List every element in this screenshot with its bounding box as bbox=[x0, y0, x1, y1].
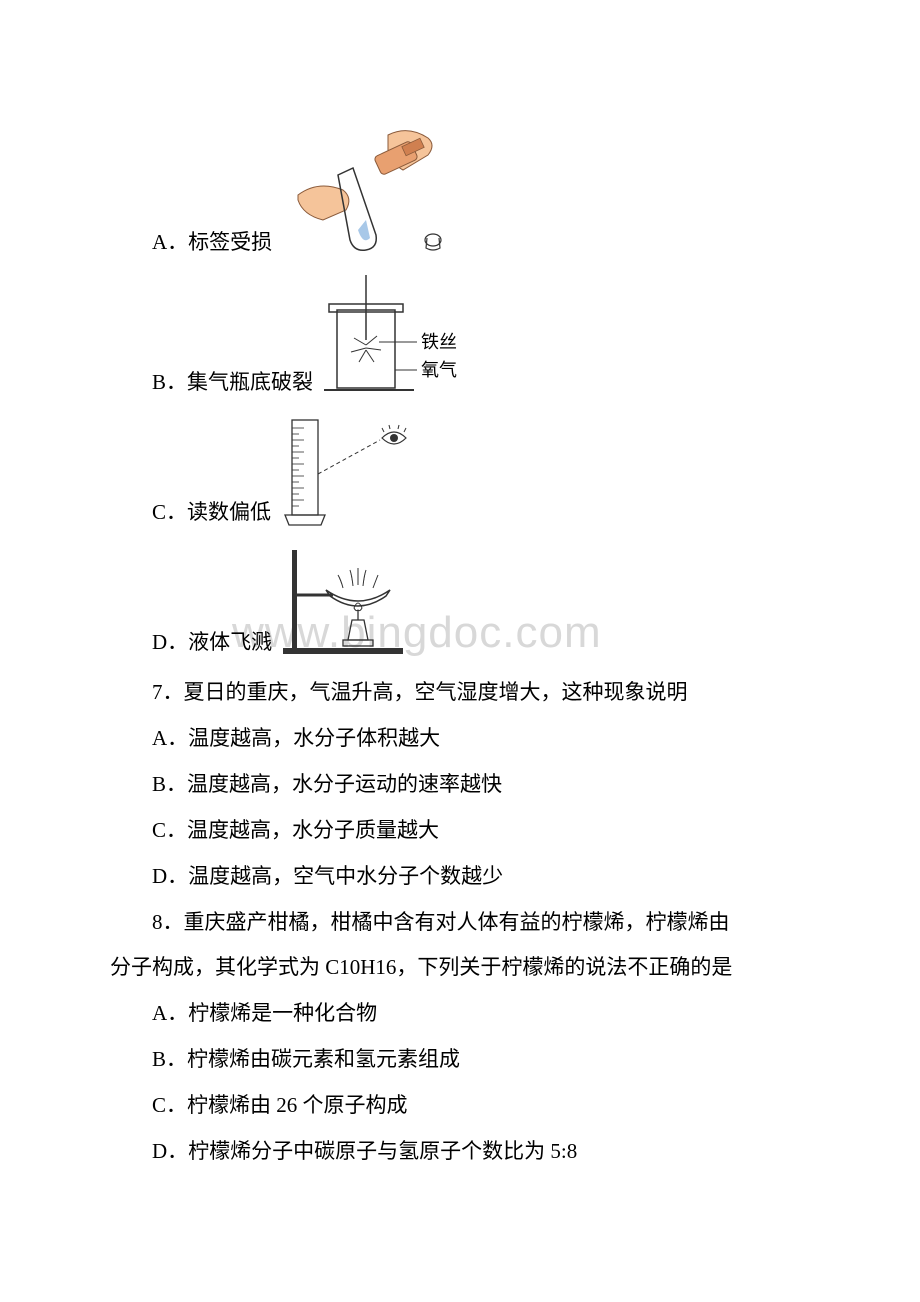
q8-stem-line2: 分子构成，其化学式为 C10H16，下列关于柠檬烯的说法不正确的是 bbox=[110, 945, 810, 989]
q8-c: C．柠檬烯由 26 个原子构成 bbox=[110, 1083, 810, 1127]
q6-d-image bbox=[278, 540, 448, 660]
q6-option-d: D．液体飞溅 bbox=[110, 540, 810, 660]
q6-b-label: B．集气瓶底破裂 bbox=[110, 366, 313, 400]
q6-option-a: A．标签受损 bbox=[110, 120, 810, 260]
document-content: A．标签受损 B．集气瓶底破裂 bbox=[0, 0, 920, 1173]
q6-b-anno-bot: 氧气 bbox=[421, 360, 457, 380]
q6-c-image bbox=[277, 410, 427, 530]
q7-b: B．温度越高，水分子运动的速率越快 bbox=[110, 762, 810, 806]
q7-c: C．温度越高，水分子质量越大 bbox=[110, 808, 810, 852]
q6-option-c: C．读数偏低 bbox=[110, 410, 810, 530]
q6-b-image: 铁丝 氧气 bbox=[319, 270, 489, 400]
q7-a: A．温度越高，水分子体积越大 bbox=[110, 716, 810, 760]
q8-stem-line1: 8．重庆盛产柑橘，柑橘中含有对人体有益的柠檬烯，柠檬烯由 bbox=[110, 900, 810, 944]
q8-b: B．柠檬烯由碳元素和氢元素组成 bbox=[110, 1037, 810, 1081]
q7-d: D．温度越高，空气中水分子个数越少 bbox=[110, 854, 810, 898]
q6-option-b: B．集气瓶底破裂 铁丝 氧气 bbox=[110, 270, 810, 400]
q6-a-label: A．标签受损 bbox=[110, 226, 272, 260]
q6-c-label: C．读数偏低 bbox=[110, 496, 271, 530]
q7-stem: 7．夏日的重庆，气温升高，空气湿度增大，这种现象说明 bbox=[110, 670, 810, 714]
q8-a: A．柠檬烯是一种化合物 bbox=[110, 991, 810, 1035]
q6-d-label: D．液体飞溅 bbox=[110, 626, 272, 660]
q6-b-anno-top: 铁丝 bbox=[421, 332, 457, 352]
q6-a-image bbox=[278, 120, 458, 260]
q8-d: D．柠檬烯分子中碳原子与氢原子个数比为 5:8 bbox=[110, 1129, 810, 1173]
